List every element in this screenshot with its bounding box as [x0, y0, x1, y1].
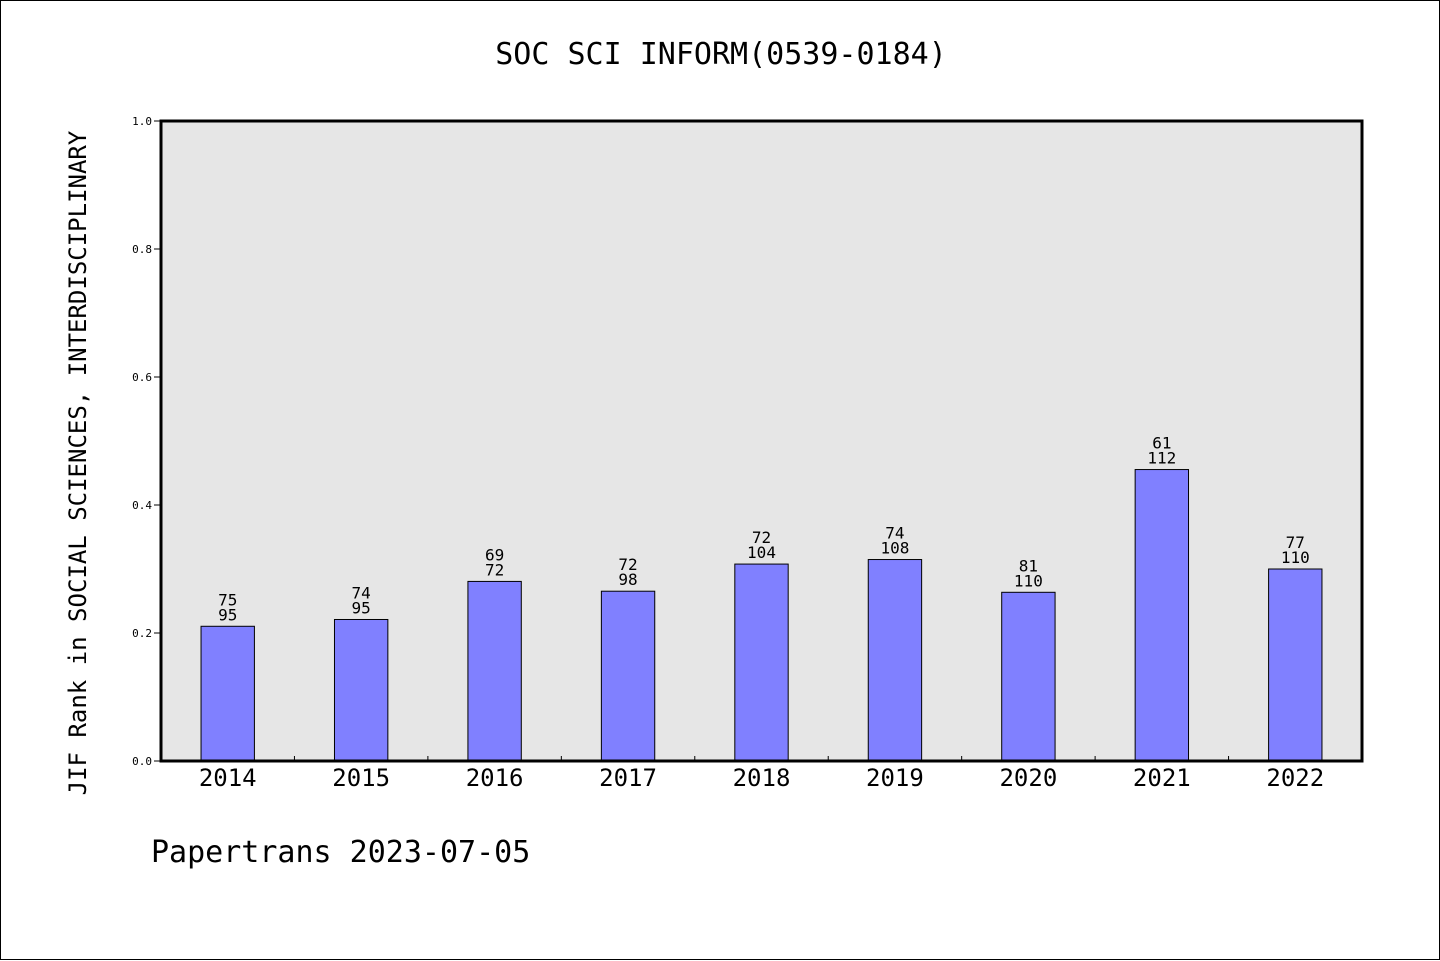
- y-tick-label: 0.0: [132, 755, 152, 768]
- x-tick-label: 2021: [1133, 764, 1191, 792]
- bar-label-total: 98: [618, 570, 637, 589]
- x-tick-label: 2014: [199, 764, 257, 792]
- bar-label-total: 110: [1014, 571, 1043, 590]
- y-tick-label: 0.2: [132, 627, 152, 640]
- bar-label-rank: 75: [218, 590, 237, 609]
- y-tick-label: 0.4: [132, 499, 152, 512]
- bar-label-total: 112: [1147, 449, 1176, 468]
- bar-2020: [1001, 591, 1056, 762]
- x-tick-label: 2022: [1266, 764, 1324, 792]
- bar-2016: [467, 580, 522, 762]
- x-tick-label: 2019: [866, 764, 924, 792]
- bar-2014: [200, 625, 255, 762]
- y-tick-label: 0.8: [132, 243, 152, 256]
- footer-text: Papertrans 2023-07-05: [151, 835, 531, 870]
- bar-label-total: 72: [485, 560, 504, 579]
- bar-label-rank: 72: [752, 528, 771, 547]
- bar-label-rank: 72: [618, 555, 637, 574]
- x-tick-label: 2018: [733, 764, 791, 792]
- bar-label-rank: 69: [485, 545, 504, 564]
- x-tick-label: 2015: [332, 764, 390, 792]
- bar-label-total: 104: [747, 543, 776, 562]
- bar-label-rank: 74: [885, 524, 904, 543]
- bar-label-rank: 81: [1019, 556, 1038, 575]
- bar-label-total: 108: [880, 539, 909, 558]
- chart-title: SOC SCI INFORM(0539-0184): [495, 37, 947, 72]
- bar-label-total: 110: [1281, 548, 1310, 567]
- bar-2021: [1134, 469, 1190, 762]
- y-tick-label: 0.6: [132, 371, 152, 384]
- bar-label-rank: 61: [1152, 434, 1171, 453]
- bar-2015: [333, 618, 389, 762]
- y-tick-label: 1.0: [132, 115, 152, 128]
- bar-label-total: 95: [218, 605, 237, 624]
- bars-group: [200, 469, 1323, 762]
- x-axis: 2014 2015 2016 2017 2018 2019 2020 2021 2022: [199, 756, 1324, 792]
- x-tick-label: 2020: [999, 764, 1057, 792]
- bar-2018: [734, 563, 789, 762]
- bar-2022: [1268, 568, 1323, 762]
- bar-2019: [867, 559, 923, 762]
- bar-label-rank: 74: [352, 583, 371, 602]
- y-axis: 0.0 0.2 0.4 0.6 0.8 1.0: [132, 115, 161, 768]
- bar-label-total: 95: [352, 598, 371, 617]
- bar-label-rank: 77: [1286, 533, 1305, 552]
- x-tick-label: 2016: [466, 764, 524, 792]
- plot-border: [159, 119, 1364, 763]
- bar-2017: [600, 590, 656, 762]
- x-tick-label: 2017: [599, 764, 657, 792]
